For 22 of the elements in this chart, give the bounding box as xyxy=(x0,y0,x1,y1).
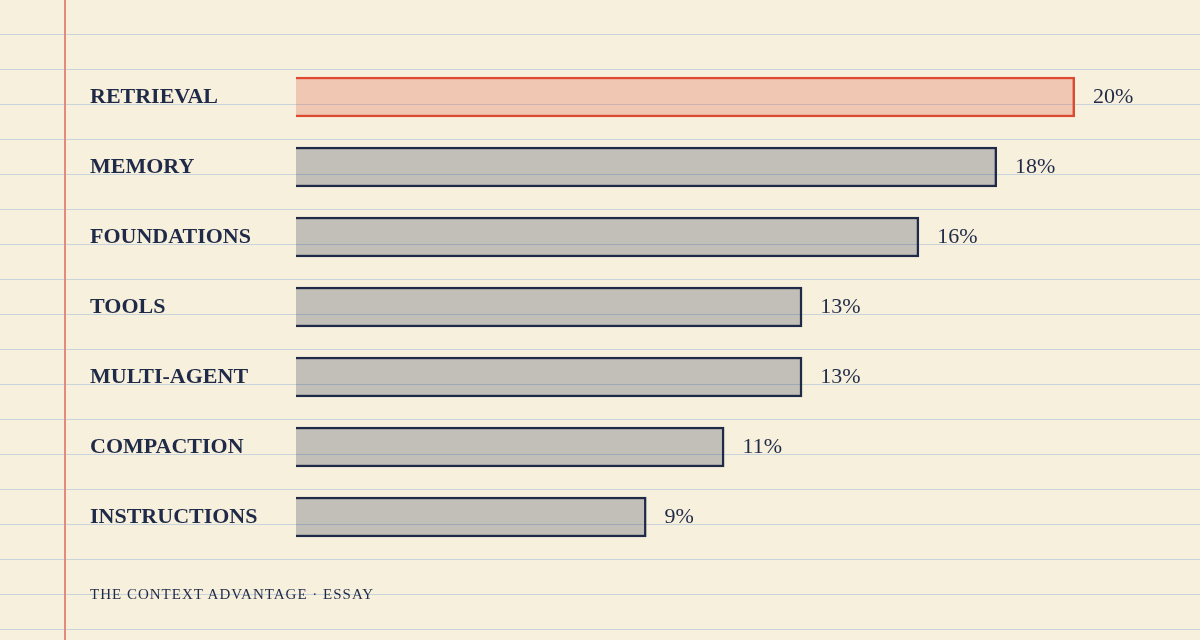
bar xyxy=(296,146,998,188)
bar xyxy=(296,76,1075,118)
data-label: 13% xyxy=(820,362,861,388)
y-tick-label: MULTI-AGENT xyxy=(90,362,249,388)
bar xyxy=(296,216,920,258)
data-label: 9% xyxy=(664,502,694,528)
data-label: 13% xyxy=(820,292,861,318)
y-tick-label: RETRIEVAL xyxy=(90,82,218,108)
bar xyxy=(296,356,803,398)
data-label: 11% xyxy=(742,432,782,458)
bar xyxy=(296,286,803,328)
y-tick-label: FOUNDATIONS xyxy=(90,222,251,248)
data-label: 18% xyxy=(1015,152,1056,178)
y-tick-label: TOOLS xyxy=(90,292,166,318)
text: THE CONTEXT ADVANTAGE · ESSAY xyxy=(90,586,375,603)
y-tick-label: INSTRUCTIONS xyxy=(90,502,258,528)
y-tick-label: MEMORY xyxy=(90,152,195,178)
bar xyxy=(296,426,725,468)
data-label: 20% xyxy=(1093,82,1134,108)
data-label: 16% xyxy=(937,222,978,248)
bar xyxy=(296,496,647,538)
y-tick-label: COMPACTION xyxy=(90,432,244,458)
